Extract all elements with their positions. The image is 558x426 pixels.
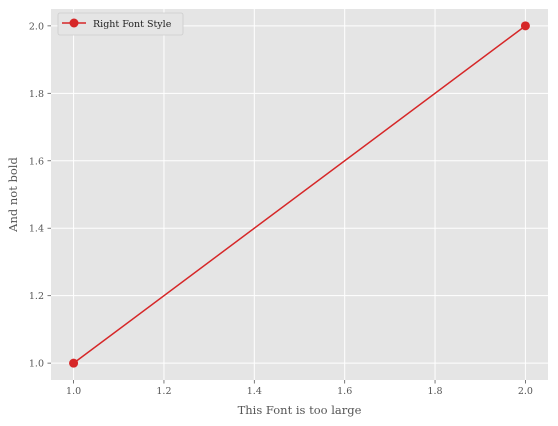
x-tick-label: 2.0 xyxy=(518,386,533,397)
y-tick-label: 2.0 xyxy=(29,21,44,32)
y-axis-label: And not bold xyxy=(6,157,20,233)
series-group xyxy=(69,21,530,368)
x-tick-label: 1.8 xyxy=(427,386,442,397)
x-axis-label: This Font is too large xyxy=(238,403,362,417)
legend-label: Right Font Style xyxy=(93,19,172,30)
y-tick-label: 1.6 xyxy=(29,156,44,167)
x-tick-label: 1.4 xyxy=(247,386,262,397)
y-tick-label: 1.8 xyxy=(29,89,44,100)
legend: Right Font Style xyxy=(57,12,184,36)
series-line xyxy=(73,25,526,364)
data-point xyxy=(69,358,79,368)
y-tick-label: 1.0 xyxy=(29,359,44,370)
y-tick-label: 1.4 xyxy=(29,224,44,235)
legend-marker xyxy=(69,18,79,28)
x-tick-label: 1.2 xyxy=(156,386,171,397)
x-tick-label: 1.6 xyxy=(337,386,352,397)
data-point xyxy=(520,21,530,31)
y-axis-ticks: 1.0 1.2 1.4 1.6 1.8 2.0 xyxy=(29,21,51,370)
x-tick-label: 1.0 xyxy=(66,386,81,397)
y-tick-label: 1.2 xyxy=(29,291,44,302)
legend-box xyxy=(57,12,184,36)
x-axis-ticks: 1.0 1.2 1.4 1.6 1.8 2.0 xyxy=(66,380,533,397)
grid-lines xyxy=(51,9,548,380)
